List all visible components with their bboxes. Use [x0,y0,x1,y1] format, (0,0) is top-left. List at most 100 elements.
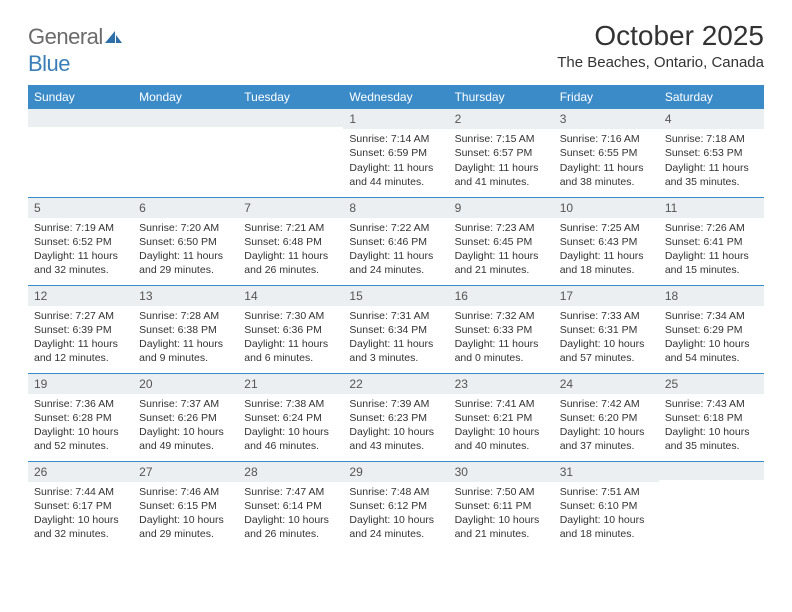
day-details: Sunrise: 7:21 AMSunset: 6:48 PMDaylight:… [238,218,343,284]
day-details: Sunrise: 7:25 AMSunset: 6:43 PMDaylight:… [554,218,659,284]
sunrise-line: Sunrise: 7:39 AM [349,397,442,411]
daylight-line: Daylight: 11 hours and 38 minutes. [560,161,653,189]
calendar-cell: 12Sunrise: 7:27 AMSunset: 6:39 PMDayligh… [28,285,133,373]
day-number: 8 [343,198,448,218]
daylight-line: Daylight: 10 hours and 37 minutes. [560,425,653,453]
day-number: 15 [343,286,448,306]
sunrise-line: Sunrise: 7:20 AM [139,221,232,235]
daylight-line: Daylight: 10 hours and 40 minutes. [455,425,548,453]
calendar-cell: 18Sunrise: 7:34 AMSunset: 6:29 PMDayligh… [659,285,764,373]
daylight-line: Daylight: 11 hours and 26 minutes. [244,249,337,277]
daylight-line: Daylight: 10 hours and 21 minutes. [455,513,548,541]
day-number: 9 [449,198,554,218]
day-details: Sunrise: 7:34 AMSunset: 6:29 PMDaylight:… [659,306,764,372]
day-number: 19 [28,374,133,394]
title-block: October 2025 The Beaches, Ontario, Canad… [557,20,764,71]
daylight-line: Daylight: 10 hours and 49 minutes. [139,425,232,453]
sunset-line: Sunset: 6:41 PM [665,235,758,249]
sunrise-line: Sunrise: 7:26 AM [665,221,758,235]
calendar-cell: 11Sunrise: 7:26 AMSunset: 6:41 PMDayligh… [659,197,764,285]
sunset-line: Sunset: 6:33 PM [455,323,548,337]
day-details: Sunrise: 7:14 AMSunset: 6:59 PMDaylight:… [343,129,448,195]
calendar-cell: 31Sunrise: 7:51 AMSunset: 6:10 PMDayligh… [554,461,659,549]
sunrise-line: Sunrise: 7:18 AM [665,132,758,146]
day-details: Sunrise: 7:32 AMSunset: 6:33 PMDaylight:… [449,306,554,372]
day-number: 11 [659,198,764,218]
sunset-line: Sunset: 6:31 PM [560,323,653,337]
day-details: Sunrise: 7:36 AMSunset: 6:28 PMDaylight:… [28,394,133,460]
day-number: 23 [449,374,554,394]
brand-text: GeneralBlue [28,24,123,77]
sunset-line: Sunset: 6:39 PM [34,323,127,337]
sunset-line: Sunset: 6:20 PM [560,411,653,425]
sunset-line: Sunset: 6:23 PM [349,411,442,425]
sunrise-line: Sunrise: 7:15 AM [455,132,548,146]
day-header: Sunday [28,85,133,109]
day-number [238,109,343,127]
calendar-cell [659,461,764,549]
daylight-line: Daylight: 10 hours and 35 minutes. [665,425,758,453]
calendar-cell: 29Sunrise: 7:48 AMSunset: 6:12 PMDayligh… [343,461,448,549]
day-number: 30 [449,462,554,482]
sail-icon [103,25,123,51]
day-details: Sunrise: 7:19 AMSunset: 6:52 PMDaylight:… [28,218,133,284]
day-number [659,462,764,480]
sunset-line: Sunset: 6:12 PM [349,499,442,513]
sunset-line: Sunset: 6:21 PM [455,411,548,425]
day-details: Sunrise: 7:28 AMSunset: 6:38 PMDaylight:… [133,306,238,372]
day-header: Wednesday [343,85,448,109]
sunrise-line: Sunrise: 7:50 AM [455,485,548,499]
daylight-line: Daylight: 11 hours and 18 minutes. [560,249,653,277]
sunset-line: Sunset: 6:17 PM [34,499,127,513]
daylight-line: Daylight: 10 hours and 29 minutes. [139,513,232,541]
day-number: 29 [343,462,448,482]
calendar-cell: 14Sunrise: 7:30 AMSunset: 6:36 PMDayligh… [238,285,343,373]
day-details: Sunrise: 7:48 AMSunset: 6:12 PMDaylight:… [343,482,448,548]
day-details: Sunrise: 7:15 AMSunset: 6:57 PMDaylight:… [449,129,554,195]
day-details: Sunrise: 7:39 AMSunset: 6:23 PMDaylight:… [343,394,448,460]
day-number: 18 [659,286,764,306]
daylight-line: Daylight: 11 hours and 6 minutes. [244,337,337,365]
day-number: 3 [554,109,659,129]
sunrise-line: Sunrise: 7:28 AM [139,309,232,323]
sunset-line: Sunset: 6:48 PM [244,235,337,249]
calendar-cell: 23Sunrise: 7:41 AMSunset: 6:21 PMDayligh… [449,373,554,461]
day-details: Sunrise: 7:27 AMSunset: 6:39 PMDaylight:… [28,306,133,372]
daylight-line: Daylight: 10 hours and 24 minutes. [349,513,442,541]
day-details: Sunrise: 7:30 AMSunset: 6:36 PMDaylight:… [238,306,343,372]
calendar-cell: 10Sunrise: 7:25 AMSunset: 6:43 PMDayligh… [554,197,659,285]
day-number [28,109,133,127]
calendar-cell: 26Sunrise: 7:44 AMSunset: 6:17 PMDayligh… [28,461,133,549]
day-number: 14 [238,286,343,306]
day-number: 22 [343,374,448,394]
day-number: 13 [133,286,238,306]
calendar-cell: 4Sunrise: 7:18 AMSunset: 6:53 PMDaylight… [659,109,764,197]
day-details: Sunrise: 7:41 AMSunset: 6:21 PMDaylight:… [449,394,554,460]
sunrise-line: Sunrise: 7:38 AM [244,397,337,411]
sunrise-line: Sunrise: 7:21 AM [244,221,337,235]
calendar-cell: 9Sunrise: 7:23 AMSunset: 6:45 PMDaylight… [449,197,554,285]
day-number: 1 [343,109,448,129]
calendar-head: SundayMondayTuesdayWednesdayThursdayFrid… [28,85,764,109]
sunrise-line: Sunrise: 7:36 AM [34,397,127,411]
daylight-line: Daylight: 10 hours and 54 minutes. [665,337,758,365]
location: The Beaches, Ontario, Canada [557,54,764,71]
sunrise-line: Sunrise: 7:30 AM [244,309,337,323]
daylight-line: Daylight: 11 hours and 24 minutes. [349,249,442,277]
sunrise-line: Sunrise: 7:32 AM [455,309,548,323]
calendar-cell: 30Sunrise: 7:50 AMSunset: 6:11 PMDayligh… [449,461,554,549]
calendar-cell: 13Sunrise: 7:28 AMSunset: 6:38 PMDayligh… [133,285,238,373]
day-number: 10 [554,198,659,218]
calendar-page: GeneralBlue October 2025 The Beaches, On… [0,0,792,569]
daylight-line: Daylight: 10 hours and 46 minutes. [244,425,337,453]
day-number: 28 [238,462,343,482]
day-number: 21 [238,374,343,394]
sunrise-line: Sunrise: 7:46 AM [139,485,232,499]
brand-gray: General [28,24,103,49]
day-number: 2 [449,109,554,129]
sunset-line: Sunset: 6:28 PM [34,411,127,425]
day-details: Sunrise: 7:31 AMSunset: 6:34 PMDaylight:… [343,306,448,372]
sunset-line: Sunset: 6:50 PM [139,235,232,249]
sunset-line: Sunset: 6:24 PM [244,411,337,425]
daylight-line: Daylight: 11 hours and 21 minutes. [455,249,548,277]
